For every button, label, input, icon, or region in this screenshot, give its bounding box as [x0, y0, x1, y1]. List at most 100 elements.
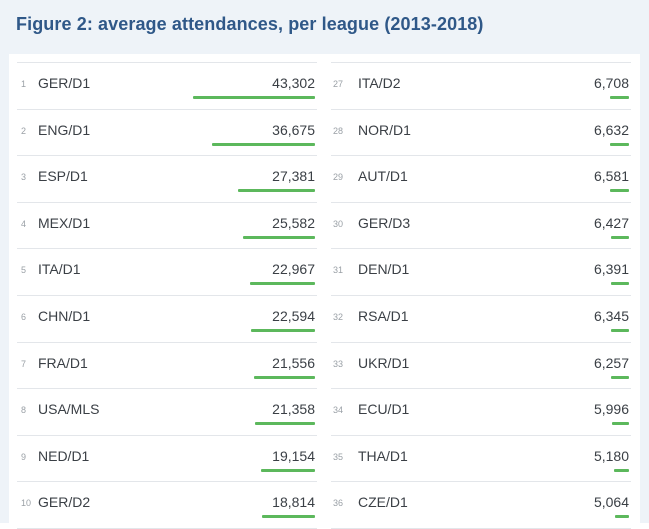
league-label: UKR/D1 [358, 354, 410, 371]
league-label: CHN/D1 [38, 307, 91, 324]
rank-label: 1 [21, 79, 27, 89]
rank-label: 10 [21, 498, 32, 509]
rank-label: 35 [333, 451, 344, 462]
league-label: THA/D1 [358, 447, 408, 464]
attendance-bar [262, 515, 315, 519]
attendance-value: 18,814 [272, 494, 315, 511]
attendance-bar [612, 422, 629, 426]
league-label: NED/D1 [38, 447, 90, 464]
rank-label: 34 [333, 405, 344, 416]
attendance-value: 6,391 [593, 261, 629, 278]
rank-label: 5 [21, 265, 27, 276]
rank-label: 32 [333, 311, 344, 322]
table-row: 29 AUT/D1 6,581 [331, 156, 631, 203]
rank-label: 27 [333, 79, 344, 89]
table-row: 4 MEX/D1 25,582 [17, 203, 317, 250]
league-label: ECU/D1 [358, 401, 410, 418]
attendance-value: 6,632 [593, 121, 629, 138]
left-column: 1 GER/D1 43,302 2 ENG/D1 36,675 3 ESP/D1 27,381 4… [17, 62, 317, 529]
rank-label: 8 [21, 405, 27, 416]
table-row: 31 DEN/D1 6,391 [331, 249, 631, 296]
right-column: 27 ITA/D2 6,708 28 NOR/D1 6,632 29 AUT/D1 6,581 3… [331, 62, 631, 529]
attendance-value: 5,996 [593, 401, 629, 418]
attendance-value: 6,581 [593, 168, 629, 185]
league-label: ITA/D1 [38, 261, 81, 278]
league-label: MEX/D1 [38, 214, 91, 231]
league-label: USA/MLS [38, 401, 100, 418]
attendance-value: 5,180 [593, 447, 629, 464]
league-label: FRA/D1 [38, 354, 88, 371]
attendance-bar [614, 468, 629, 472]
rank-label: 31 [333, 265, 344, 276]
attendance-bar [193, 96, 315, 99]
league-label: AUT/D1 [358, 168, 408, 185]
attendance-value: 21,358 [272, 401, 315, 418]
attendance-bar [238, 189, 315, 193]
table-row: 5 ITA/D1 22,967 [17, 249, 317, 296]
rank-label: 29 [333, 172, 344, 183]
attendance-value: 22,594 [272, 307, 315, 324]
league-label: GER/D3 [358, 214, 411, 231]
attendance-value: 25,582 [272, 214, 315, 231]
attendance-bar [250, 282, 315, 286]
table-row: 32 RSA/D1 6,345 [331, 296, 631, 343]
rank-label: 4 [21, 218, 27, 229]
attendance-bar [243, 235, 315, 239]
attendance-value: 19,154 [272, 447, 315, 464]
attendance-value: 27,381 [272, 168, 315, 185]
attendance-value: 6,257 [593, 354, 629, 371]
attendance-value: 22,967 [272, 261, 315, 278]
attendance-bar [212, 142, 315, 146]
attendance-value: 6,708 [593, 75, 629, 91]
attendance-value: 36,675 [272, 121, 315, 138]
attendance-bar [255, 422, 315, 426]
table-row: 2 ENG/D1 36,675 [17, 110, 317, 157]
attendance-bar [615, 515, 629, 519]
rank-label: 2 [21, 125, 27, 136]
rank-label: 9 [21, 451, 27, 462]
attendance-bar [261, 468, 315, 472]
attendance-bar [611, 282, 629, 286]
table-row: 36 CZE/D1 5,064 [331, 482, 631, 529]
league-label: ESP/D1 [38, 168, 88, 185]
attendance-bar [610, 142, 629, 146]
rank-label: 3 [21, 172, 27, 183]
rank-label: 33 [333, 358, 344, 369]
table-row: 6 CHN/D1 22,594 [17, 296, 317, 343]
attendance-value: 6,345 [593, 307, 629, 324]
league-label: GER/D1 [38, 75, 91, 91]
table-row: 10 GER/D2 18,814 [17, 482, 317, 529]
attendance-value: 6,427 [593, 214, 629, 231]
table-row: 27 ITA/D2 6,708 [331, 62, 631, 110]
table-row: 7 FRA/D1 21,556 [17, 343, 317, 390]
attendance-value: 5,064 [593, 494, 629, 511]
league-label: DEN/D1 [358, 261, 410, 278]
attendance-bar [611, 328, 629, 332]
attendance-value: 43,302 [272, 75, 315, 91]
attendance-bar [251, 328, 315, 332]
attendance-bar [254, 375, 315, 379]
rank-label: 28 [333, 125, 344, 136]
attendance-bar [610, 189, 629, 193]
table-row: 3 ESP/D1 27,381 [17, 156, 317, 203]
table-row: 34 ECU/D1 5,996 [331, 389, 631, 436]
attendance-bar [611, 235, 629, 239]
rank-label: 6 [21, 311, 27, 322]
rank-label: 36 [333, 498, 344, 509]
table-row: 35 THA/D1 5,180 [331, 436, 631, 483]
table-row: 28 NOR/D1 6,632 [331, 110, 631, 157]
rank-label: 7 [21, 358, 27, 369]
table-row: 8 USA/MLS 21,358 [17, 389, 317, 436]
table-row: 9 NED/D1 19,154 [17, 436, 317, 483]
league-label: ITA/D2 [358, 75, 401, 91]
chart-title: Figure 2: average attendances, per leagu… [16, 14, 484, 34]
league-label: GER/D2 [38, 494, 91, 511]
table-row: 30 GER/D3 6,427 [331, 203, 631, 250]
rank-label: 30 [333, 218, 344, 229]
league-label: CZE/D1 [358, 494, 408, 511]
attendance-value: 21,556 [272, 354, 315, 371]
table-card: 1 GER/D1 43,302 2 ENG/D1 36,675 3 ESP/D1 27,381 4… [9, 54, 640, 529]
league-label: NOR/D1 [358, 121, 411, 138]
league-label: RSA/D1 [358, 307, 409, 324]
